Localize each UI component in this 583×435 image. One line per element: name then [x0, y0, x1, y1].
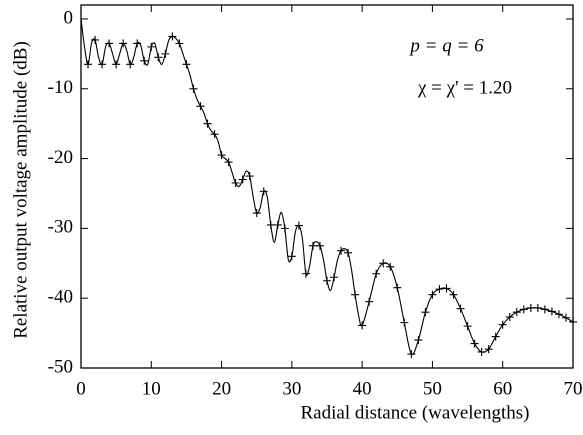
data-marker: [519, 305, 528, 314]
data-marker: [259, 187, 268, 196]
data-marker: [91, 35, 100, 44]
x-tick-label: 50: [423, 378, 442, 399]
data-marker: [231, 179, 240, 188]
data-marker: [561, 313, 570, 322]
data-marker: [330, 273, 339, 282]
data-marker: [484, 345, 493, 354]
y-axis-label: Relative output voltage amplitude (dB): [10, 41, 31, 339]
data-marker: [168, 32, 177, 41]
data-marker: [477, 347, 486, 356]
data-marker: [337, 246, 346, 255]
data-marker: [323, 276, 331, 285]
data-marker: [238, 175, 247, 184]
data-marker: [386, 262, 395, 271]
data-marker: [287, 252, 296, 261]
data-marker: [569, 317, 577, 326]
data-marker: [365, 297, 374, 306]
data-marker: [407, 350, 416, 359]
plot-frame: [80, 4, 574, 369]
data-marker: [358, 321, 367, 330]
data-marker: [379, 259, 388, 268]
x-tick-label: 10: [142, 378, 161, 399]
data-marker: [442, 284, 451, 293]
data-marker: [224, 158, 233, 167]
data-marker: [119, 39, 128, 48]
data-marker: [161, 49, 170, 58]
data-marker: [435, 285, 444, 294]
data-marker: [266, 220, 275, 229]
y-tick-label: -50: [48, 356, 73, 377]
x-tick-label: 0: [76, 378, 86, 399]
x-tick-label: 60: [493, 378, 512, 399]
data-marker: [421, 308, 430, 317]
data-marker: [98, 60, 107, 69]
y-tick-label: -10: [48, 77, 73, 98]
data-marker: [470, 339, 479, 348]
data-marker: [175, 39, 184, 48]
data-marker: [498, 320, 507, 329]
data-marker: [372, 269, 381, 278]
x-tick-label: 40: [353, 378, 372, 399]
data-marker: [344, 248, 353, 257]
data-marker: [147, 42, 156, 51]
data-marker: [210, 130, 219, 139]
data-marker: [449, 290, 458, 299]
data-marker: [112, 60, 121, 69]
data-marker: [526, 303, 535, 312]
data-marker: [245, 172, 254, 181]
data-marker: [505, 313, 514, 322]
data-marker: [428, 290, 437, 299]
data-marker: [140, 56, 149, 65]
data-marker: [456, 304, 465, 313]
data-marker: [217, 151, 226, 160]
data-marker: [393, 283, 402, 292]
x-tick-label: 30: [282, 378, 301, 399]
data-marker: [400, 318, 409, 327]
data-marker: [301, 269, 310, 278]
data-marker: [463, 322, 472, 331]
x-axis-label: Radial distance (wavelengths): [301, 402, 530, 423]
data-marker: [512, 308, 521, 317]
x-tick-label: 70: [564, 378, 583, 399]
data-marker: [414, 336, 423, 345]
data-marker: [315, 241, 324, 250]
data-marker: [105, 39, 114, 48]
data-marker: [308, 241, 317, 250]
data-marker: [540, 305, 549, 314]
data-marker: [491, 332, 500, 341]
data-marker: [133, 39, 142, 48]
data-marker: [196, 102, 205, 111]
annotation: p = q = 6: [408, 35, 484, 56]
y-tick-label: -40: [48, 287, 73, 308]
y-tick-label: -20: [48, 147, 73, 168]
data-marker: [189, 84, 198, 93]
data-marker: [554, 310, 563, 319]
annotation: χ = χ' = 1.20: [417, 77, 512, 98]
data-marker: [547, 307, 556, 316]
data-marker: [280, 224, 289, 233]
data-marker: [84, 60, 93, 69]
data-marker: [203, 119, 212, 128]
data-marker: [351, 290, 360, 299]
data-marker: [533, 303, 542, 312]
y-tick-label: -30: [48, 217, 73, 238]
y-tick-label: 0: [64, 7, 74, 28]
data-line: [80, 18, 574, 356]
data-marker: [294, 221, 303, 230]
data-marker: [154, 53, 163, 62]
data-marker: [252, 209, 261, 218]
data-marker: [273, 220, 282, 229]
data-marker: [182, 60, 191, 69]
x-tick-label: 20: [212, 378, 231, 399]
data-marker: [126, 60, 135, 69]
